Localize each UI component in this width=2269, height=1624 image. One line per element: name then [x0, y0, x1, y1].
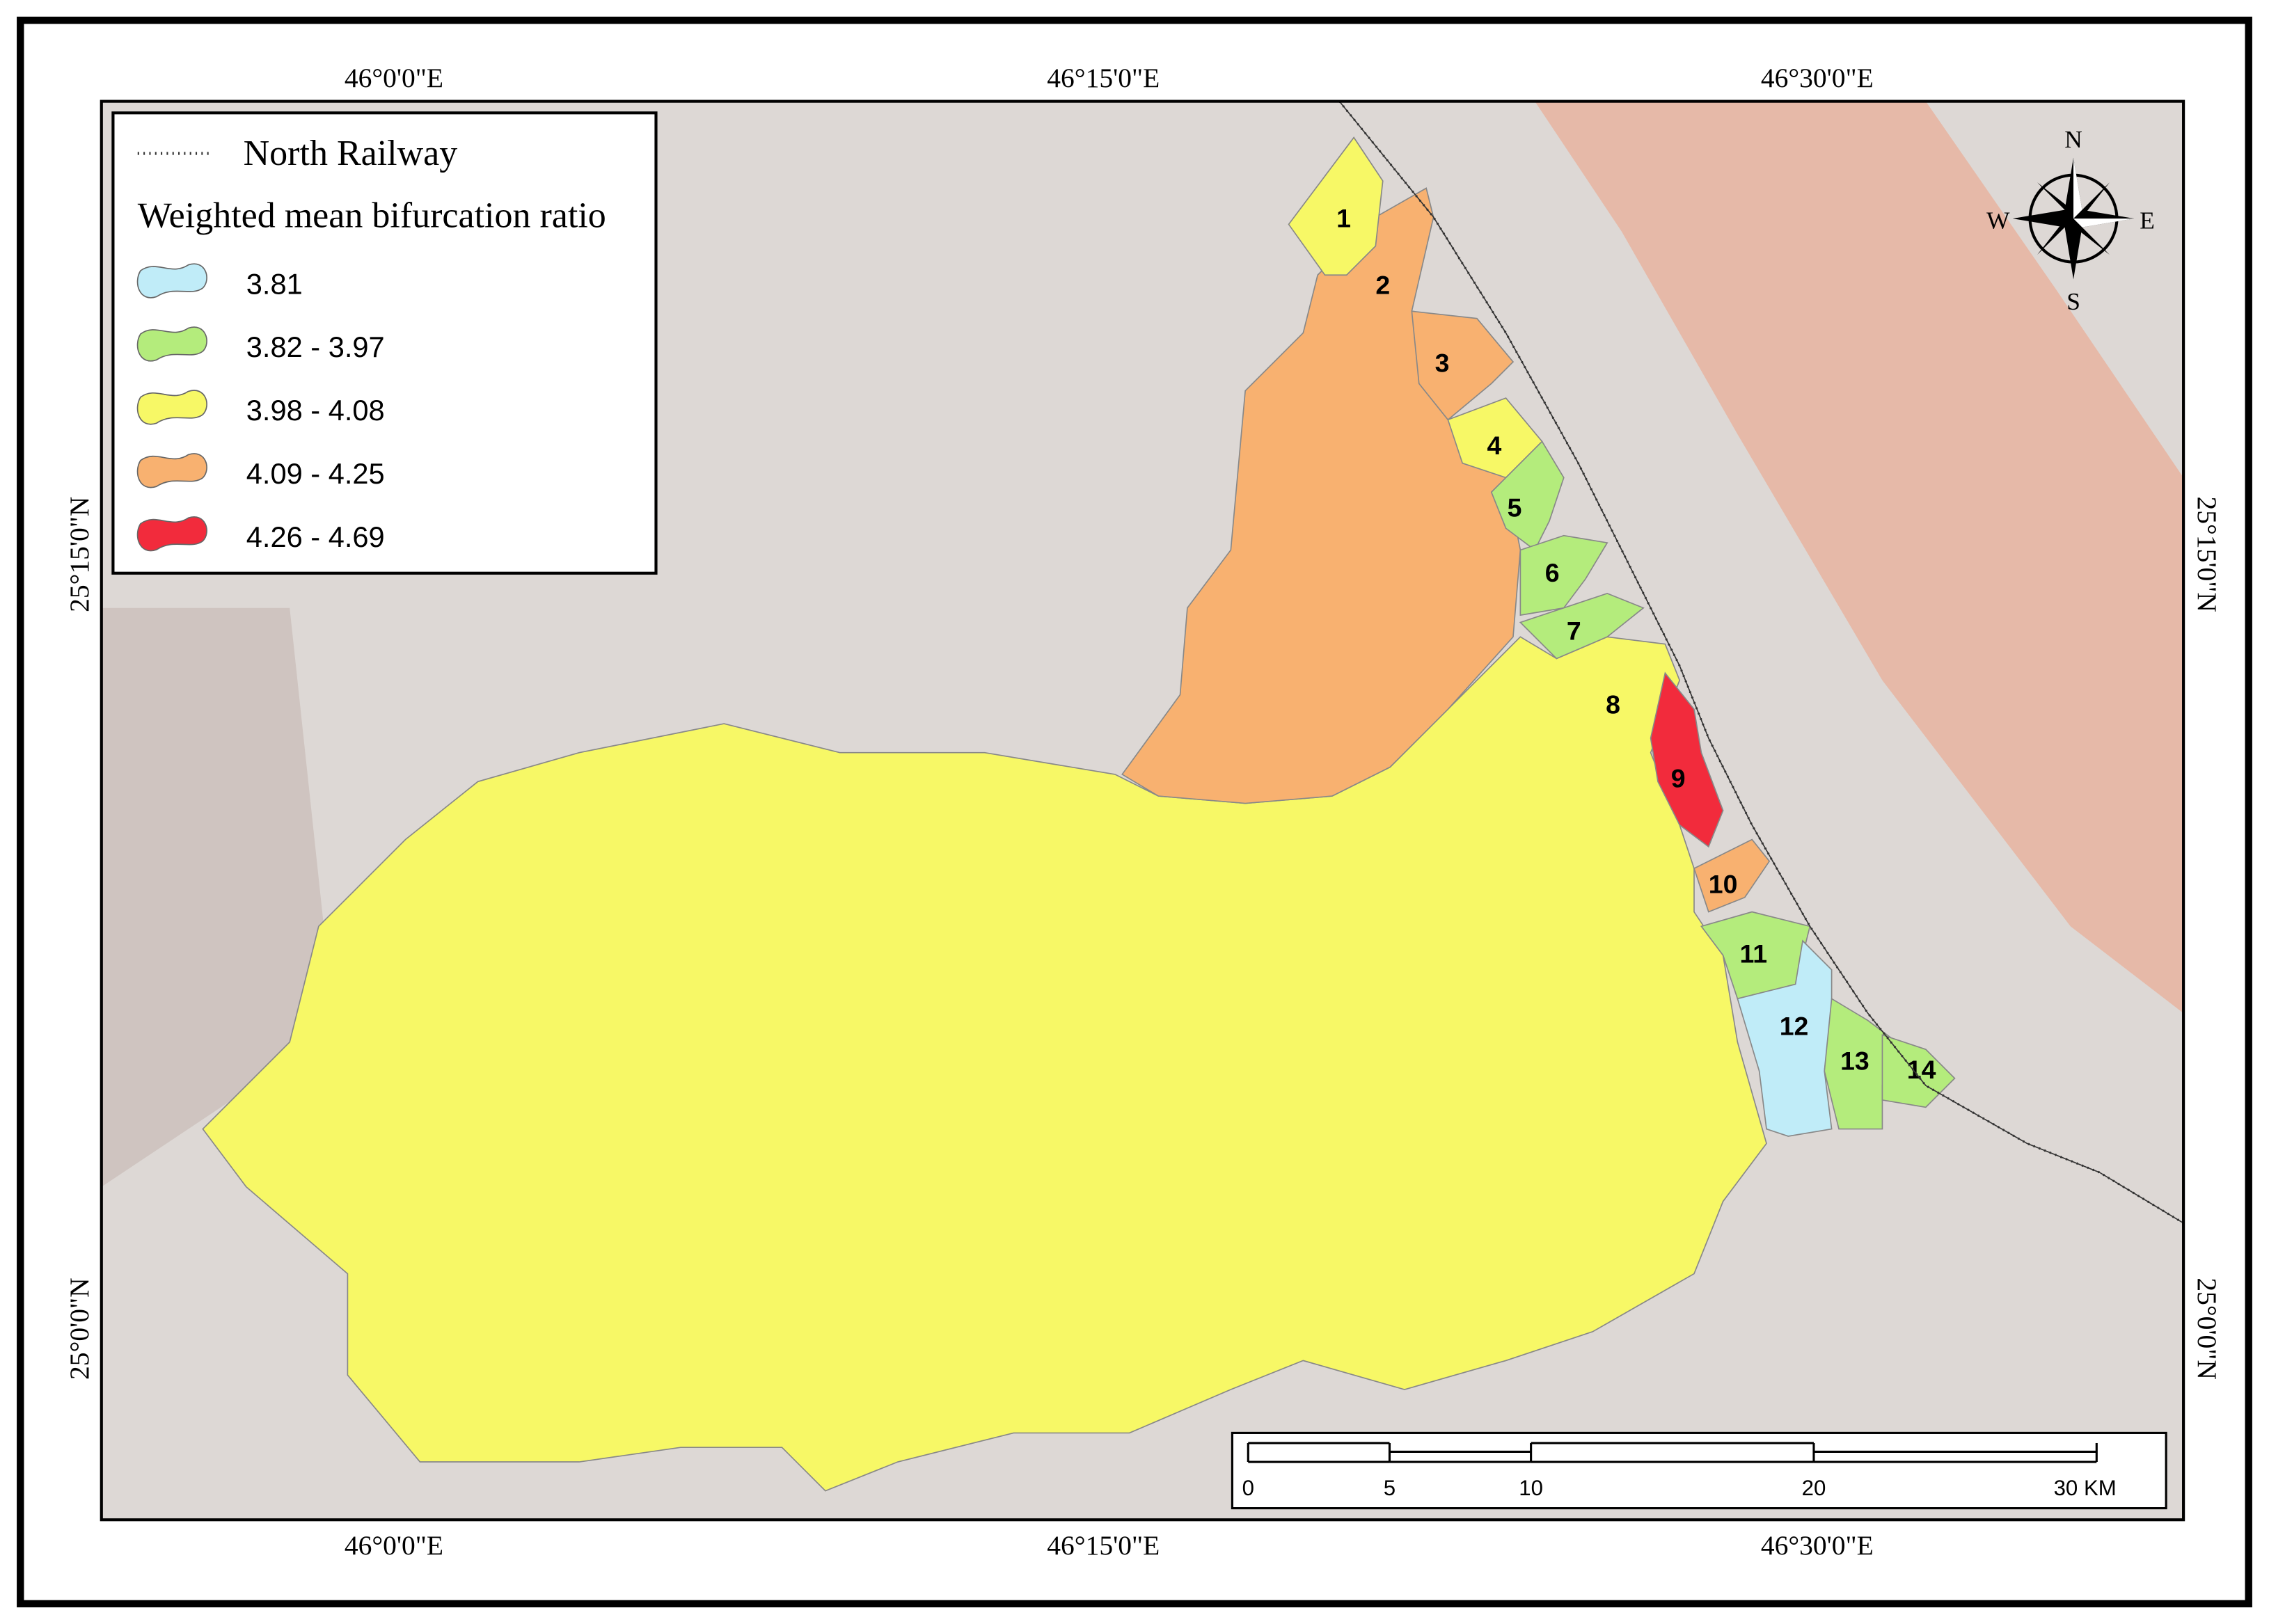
basin-label: 7 — [1567, 616, 1581, 645]
scale-tick-label: 10 — [1519, 1476, 1543, 1500]
coordinate-labels: 46°0'0"E 46°15'0"E 46°30'0"E 46°0'0"E 46°15'… — [64, 63, 2222, 1561]
basin — [1490, 440, 1565, 551]
bottom-coordinate-label: 46°15'0"E — [1047, 1530, 1160, 1561]
right-coordinate-label: 25°15'0"N — [2192, 497, 2222, 612]
scale-tick-label: 30 KM — [2054, 1476, 2117, 1500]
legend-label: 3.98 - 4.08 — [246, 394, 385, 427]
scale-bar-box — [1231, 1431, 2167, 1510]
basin — [1519, 534, 1608, 616]
compass-east: E — [2140, 207, 2155, 234]
scale-tick-label: 5 — [1384, 1476, 1396, 1500]
compass-west: W — [1986, 207, 2010, 234]
compass-highlight — [2073, 157, 2082, 219]
basin — [1650, 671, 1724, 848]
bottom-coordinate-label: 46°0'0"E — [345, 1530, 443, 1561]
compass-south: S — [2066, 287, 2080, 315]
basin-label: 10 — [1709, 869, 1738, 898]
legend-railway-label: North Railway — [244, 134, 458, 173]
legend-label: 3.82 - 3.97 — [246, 331, 385, 363]
legend-swatch — [136, 263, 207, 298]
basin-label: 6 — [1545, 558, 1560, 587]
right-coordinate-label: 25°0'0"N — [2192, 1277, 2222, 1380]
legend-label: 4.09 - 4.25 — [246, 457, 385, 490]
basin — [1824, 997, 1898, 1130]
legend-label: 3.81 — [246, 267, 303, 300]
basin-label: 2 — [1375, 270, 1390, 299]
basin-label: 14 — [1907, 1055, 1936, 1084]
map-frame — [100, 99, 2185, 1522]
basin-label: 13 — [1840, 1046, 1869, 1075]
railway-line — [1338, 101, 2184, 1224]
left-coordinate-label: 25°15'0"N — [64, 497, 95, 612]
left-coordinate-label: 25°0'0"N — [64, 1277, 95, 1380]
scale-bar: 0 5 10 20 30 KM — [1242, 1442, 2117, 1500]
compass-highlight — [2073, 218, 2135, 228]
basin — [1288, 136, 1384, 276]
basin-label: 5 — [1508, 493, 1522, 523]
basin — [1693, 838, 1771, 913]
terrain-area — [101, 607, 333, 1187]
basin — [1519, 593, 1645, 660]
bottom-coordinate-label: 46°30'0"E — [1761, 1530, 1874, 1561]
legend-items: 3.81 3.82 - 3.97 3.98 - 4.08 4.09 - 4.25 4.2… — [136, 263, 385, 553]
top-coordinate-label: 46°15'0"E — [1047, 63, 1160, 93]
basin — [202, 636, 1767, 1492]
top-coordinate-label: 46°0'0"E — [345, 63, 443, 93]
legend-title: Weighted mean bifurcation ratio — [138, 196, 606, 236]
basin-label: 4 — [1487, 431, 1502, 460]
basin-label: 12 — [1780, 1011, 1809, 1040]
legend-swatch — [136, 326, 207, 362]
top-coordinate-label: 46°30'0"E — [1761, 63, 1874, 93]
basin-label: 9 — [1671, 764, 1686, 793]
compass-diagonal — [2037, 182, 2110, 255]
scale-tick-label: 20 — [1802, 1476, 1826, 1500]
basin — [1411, 310, 1515, 421]
legend-label: 4.26 - 4.69 — [246, 520, 385, 553]
basin-label: 11 — [1740, 939, 1768, 968]
basin-label: 3 — [1435, 349, 1450, 378]
sand-area — [1535, 101, 2184, 1014]
compass-north: N — [2064, 125, 2082, 153]
basin-label: 8 — [1606, 690, 1620, 719]
basin-label: 1 — [1336, 204, 1351, 233]
compass: N E S W — [1986, 125, 2155, 315]
legend-swatch — [136, 516, 207, 552]
scale-tick-label: 0 — [1242, 1476, 1254, 1500]
legend-swatch — [136, 390, 207, 425]
legend-swatch — [136, 453, 207, 488]
